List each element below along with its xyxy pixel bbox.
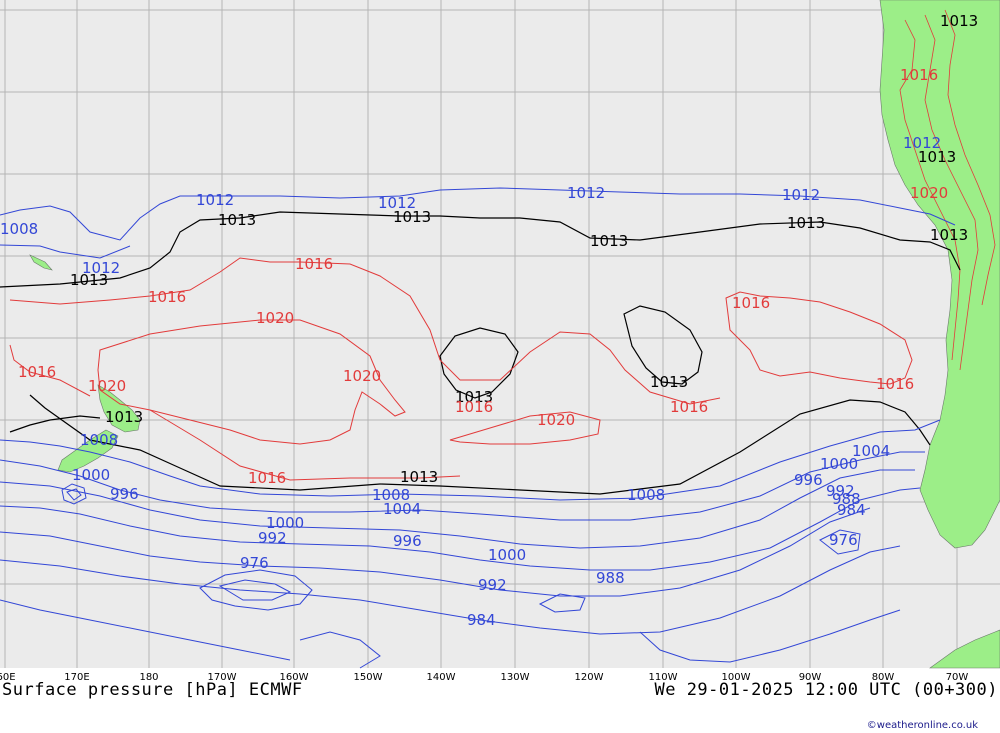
isobar-label: 1020 bbox=[537, 411, 575, 429]
isobar-label: 1004 bbox=[383, 500, 421, 518]
isobars-1013 bbox=[0, 211, 961, 495]
new-zealand-south-island bbox=[57, 429, 119, 473]
longitude-label: 120W bbox=[575, 672, 604, 683]
isobar-label: 1000 bbox=[266, 514, 304, 532]
longitude-label: 110W bbox=[649, 672, 678, 683]
longitude-label: 60E bbox=[0, 672, 16, 683]
longitude-label: 180 bbox=[139, 672, 158, 683]
isobar-label: 996 bbox=[794, 471, 823, 489]
isobar-label: 1008 bbox=[627, 486, 665, 504]
isobar-label: 984 bbox=[837, 501, 866, 519]
ocean-area bbox=[0, 0, 1000, 668]
isobar-label: 1020 bbox=[343, 367, 381, 385]
longitude-label: 160W bbox=[280, 672, 309, 683]
isobar-label: 1016 bbox=[900, 66, 938, 84]
longitude-label: 100W bbox=[722, 672, 751, 683]
isobar-label: 984 bbox=[467, 611, 496, 629]
isobar-label: 1013 bbox=[590, 232, 628, 250]
isobar-label: 1012 bbox=[567, 184, 605, 202]
isobar-label: 1008 bbox=[80, 431, 118, 449]
isobar-label: 1000 bbox=[488, 546, 526, 564]
isobar-label: 1008 bbox=[0, 220, 38, 238]
isobar-label: 1020 bbox=[88, 377, 126, 395]
isobar-label: 1013 bbox=[105, 408, 143, 426]
isobars-low bbox=[0, 187, 956, 669]
isobar-label: 1013 bbox=[787, 214, 825, 232]
credit-link[interactable]: ©weatheronline.co.uk bbox=[867, 720, 978, 731]
longitude-labels: 60E 170E 180 170W 160W 150W 140W 130W 12… bbox=[0, 672, 968, 683]
isobar-label: 1016 bbox=[18, 363, 56, 381]
fiji-islands bbox=[29, 254, 53, 271]
isobar-label: 992 bbox=[258, 529, 287, 547]
isobar-label: 1013 bbox=[393, 208, 431, 226]
longitude-label: 70W bbox=[946, 672, 969, 683]
isobar-label: 1012 bbox=[782, 186, 820, 204]
longitude-label: 170E bbox=[64, 672, 89, 683]
isobar-label: 976 bbox=[829, 531, 858, 549]
map-title: Surface pressure [hPa] ECMWF bbox=[2, 680, 303, 700]
longitude-label: 150W bbox=[354, 672, 383, 683]
longitude-label: 170W bbox=[208, 672, 237, 683]
longitude-label: 140W bbox=[427, 672, 456, 683]
isobar-label: 996 bbox=[110, 485, 139, 503]
isobar-label: 988 bbox=[832, 490, 861, 508]
isobar-labels: 1013 1013 1013 1013 1013 1013 1013 1013 … bbox=[0, 12, 978, 629]
isobar-label: 992 bbox=[826, 482, 855, 500]
isobar-label: 1016 bbox=[248, 469, 286, 487]
isobar-label: 1013 bbox=[218, 211, 256, 229]
isobar-label: 1000 bbox=[72, 466, 110, 484]
isobar-label: 1004 bbox=[852, 442, 890, 460]
new-zealand-north-island bbox=[97, 384, 141, 433]
isobar-label: 1013 bbox=[930, 226, 968, 244]
longitude-label: 90W bbox=[799, 672, 822, 683]
isobar-label: 996 bbox=[393, 532, 422, 550]
isobar-label: 1008 bbox=[372, 486, 410, 504]
isobar-label: 1016 bbox=[670, 398, 708, 416]
isobar-label: 1012 bbox=[378, 194, 416, 212]
isobar-label: 976 bbox=[240, 554, 269, 572]
isobar-label: 1020 bbox=[256, 309, 294, 327]
isobar-label: 1012 bbox=[196, 191, 234, 209]
isobar-label: 992 bbox=[478, 576, 507, 594]
isobar-label: 1016 bbox=[455, 398, 493, 416]
isobar-label: 1013 bbox=[940, 12, 978, 30]
isobar-label: 988 bbox=[596, 569, 625, 587]
longitude-label: 130W bbox=[501, 672, 530, 683]
longitude-label: 80W bbox=[872, 672, 895, 683]
isobar-label: 1013 bbox=[400, 468, 438, 486]
isobar-label: 1000 bbox=[820, 455, 858, 473]
isobar-label: 1013 bbox=[455, 388, 493, 406]
isobar-label: 1013 bbox=[650, 373, 688, 391]
isobar-label: 1016 bbox=[732, 294, 770, 312]
isobar-label: 1016 bbox=[148, 288, 186, 306]
isobar-label: 1020 bbox=[910, 184, 948, 202]
isobar-label: 1012 bbox=[903, 134, 941, 152]
isobar-label: 1013 bbox=[918, 148, 956, 166]
isobar-label: 1016 bbox=[295, 255, 333, 273]
isobar-label: 1012 bbox=[82, 259, 120, 277]
isobars-high bbox=[9, 257, 913, 481]
footer-area bbox=[0, 668, 1000, 733]
land bbox=[29, 0, 1000, 669]
south-america-landmass bbox=[879, 0, 1000, 549]
isobar-label: 1013 bbox=[70, 271, 108, 289]
andes-relief bbox=[899, 9, 996, 371]
antarctic-peninsula-tip bbox=[929, 629, 1000, 669]
isobar-label: 1016 bbox=[876, 375, 914, 393]
graticule bbox=[0, 0, 1000, 668]
valid-time: We 29-01-2025 12:00 UTC (00+300) bbox=[654, 680, 998, 700]
